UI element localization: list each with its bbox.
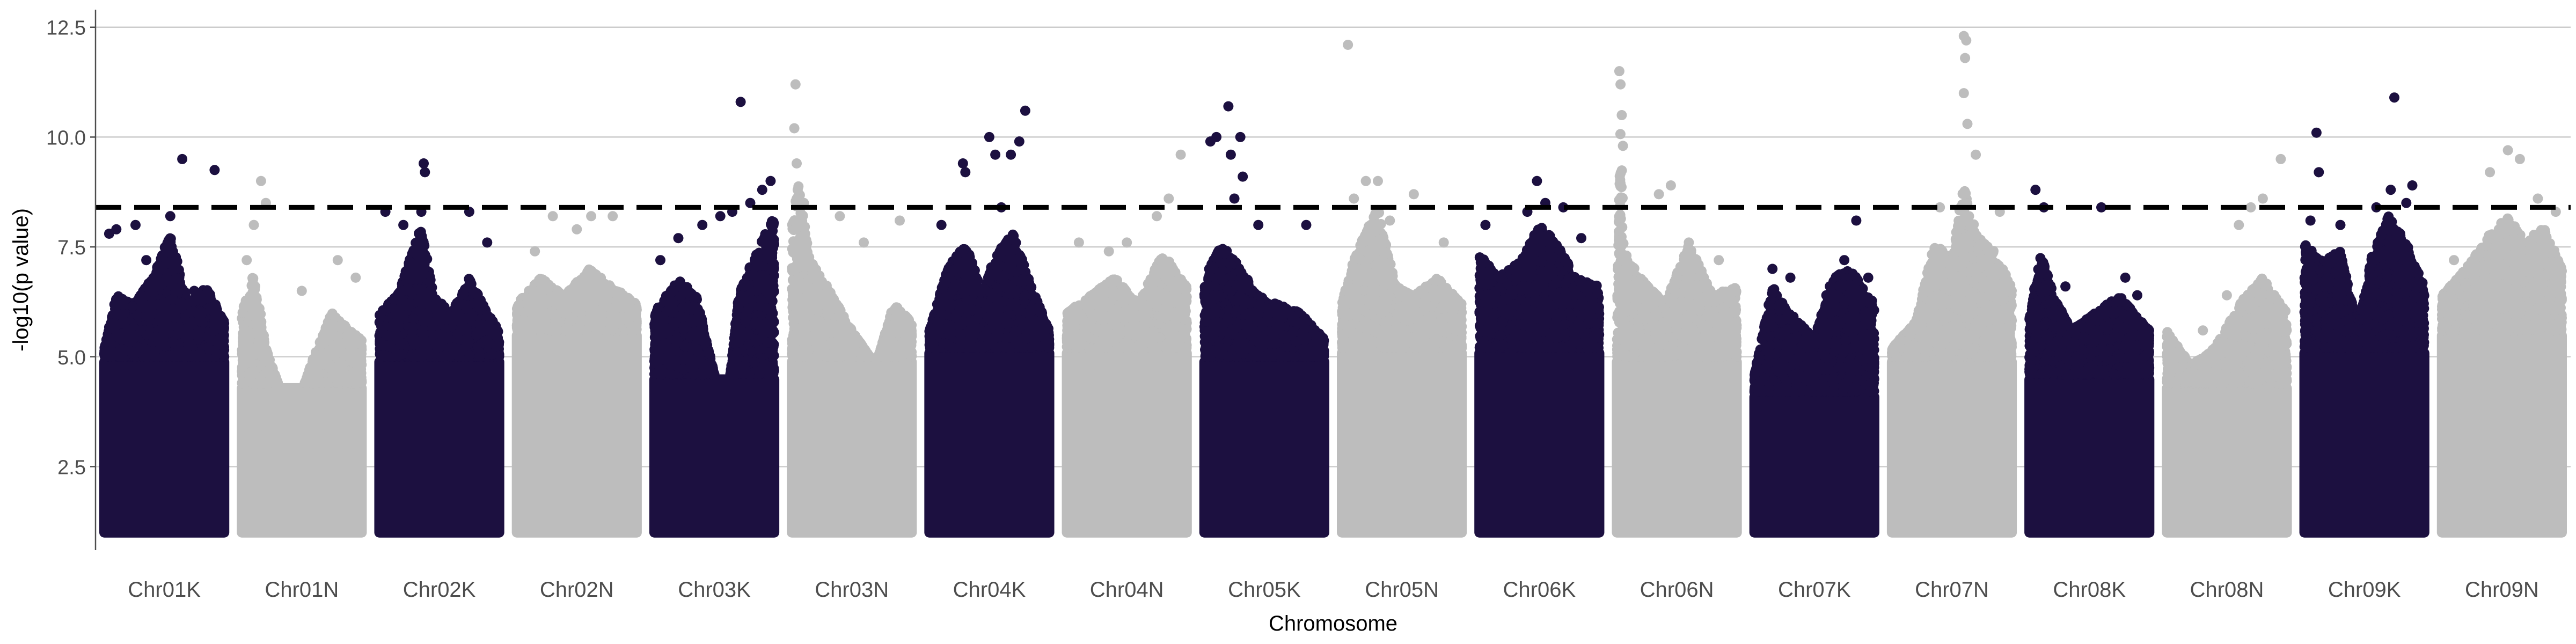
point-Chr01K-2597 [141,303,151,313]
point-Chr01K-2466 [160,243,170,253]
peak-Chr01K-5 [209,165,219,175]
point-Chr01K-2586 [164,323,174,333]
dense-body-Chr01N [237,383,367,538]
point-Chr01K-2594 [151,332,162,342]
point-Chr01K-2484 [113,296,123,306]
point-Chr01K-2577 [132,310,142,320]
point-Chr01K-2557 [165,257,175,267]
point-Chr01K-2563 [167,304,177,314]
point-Chr01K-2550 [163,351,173,361]
point-Chr01K-2532 [115,310,126,320]
point-Chr01K-2596 [181,333,191,343]
peak-Chr01K-4 [177,154,187,164]
point-Chr01K-2590 [188,306,199,317]
point-Chr01K-2592 [184,352,194,362]
point-Chr01K-2599 [116,329,127,339]
point-Chr01K-2593 [102,346,112,356]
point-Chr01K-2500 [153,299,163,310]
point-Chr01K-2582 [178,299,188,309]
point-Chr01K-2589 [166,276,177,286]
point-Chr01K-2584 [125,330,135,340]
point-Chr01K-2585 [205,289,215,299]
peak-Chr01K-1 [111,224,121,235]
point-Chr01K-2581 [187,317,197,327]
point-Chr01K-2141 [136,290,146,300]
point-Chr01K-2572 [116,319,127,329]
peak-Chr01K-7 [189,286,199,296]
data-points [99,31,2567,538]
point-Chr01K-2547 [160,341,170,352]
point-Chr01K-2580 [141,352,151,362]
point-Chr01K-2587 [217,349,228,359]
dense-body-Chr01K [99,357,229,538]
series-Chr01K [99,154,229,538]
point-Chr01K-2506 [167,294,178,304]
point-Chr01K-2555 [155,261,165,272]
point-Chr01K-2583 [105,333,115,343]
point-Chr01K-2461 [128,301,138,311]
point-Chr01K-2565 [136,325,146,335]
peak-Chr01K-3 [165,211,175,221]
point-Chr01K-2598 [208,335,218,345]
peak-Chr01K-2 [130,220,141,230]
peak-Chr01K-6 [141,255,151,265]
